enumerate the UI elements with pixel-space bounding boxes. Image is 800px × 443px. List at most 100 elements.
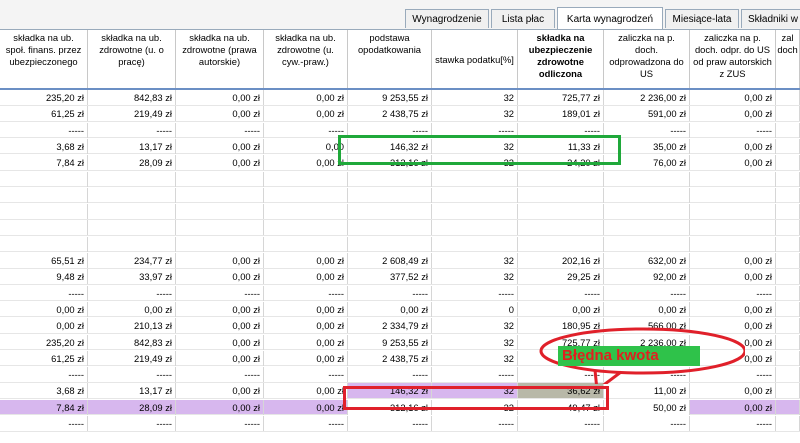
- table-cell[interactable]: -----: [0, 122, 88, 138]
- table-cell[interactable]: [690, 171, 776, 187]
- table-cell[interactable]: -----: [0, 285, 88, 301]
- table-cell[interactable]: -----: [264, 416, 348, 431]
- table-cell[interactable]: -----: [88, 367, 176, 383]
- table-cell[interactable]: 0,00 zł: [348, 301, 432, 317]
- table-cell[interactable]: [776, 269, 800, 285]
- table-cell[interactable]: 0,00 zł: [176, 383, 264, 399]
- tab-skladniki[interactable]: Składniki w: [741, 9, 800, 28]
- table-cell[interactable]: [690, 204, 776, 220]
- table-cell[interactable]: [348, 171, 432, 187]
- table-row[interactable]: 3,68 zł 13,17 zł 0,00 zł 0,00 146,32 zł 32 11,…: [0, 138, 800, 155]
- table-cell[interactable]: 312,16 zł: [348, 155, 432, 171]
- table-cell[interactable]: 50,00 zł: [604, 399, 690, 415]
- table-cell[interactable]: -----: [432, 285, 518, 301]
- table-cell[interactable]: 0,00 zł: [176, 138, 264, 154]
- table-cell[interactable]: 0,00 zł: [0, 301, 88, 317]
- table-cell[interactable]: 24,20 zł: [518, 155, 604, 171]
- table-cell[interactable]: -----: [604, 285, 690, 301]
- table-cell[interactable]: 0,00 zł: [690, 318, 776, 334]
- table-cell[interactable]: 842,83 zł: [88, 90, 176, 105]
- header-cell[interactable]: podstawa opodatkowania: [348, 30, 432, 88]
- table-cell[interactable]: [776, 416, 800, 431]
- table-cell[interactable]: [690, 187, 776, 203]
- tab-karta-wynagrodzen[interactable]: Karta wynagrodzeń: [557, 7, 663, 30]
- table-cell[interactable]: [776, 399, 800, 415]
- header-cell[interactable]: składka na ub. społ. finans. przez ubezp…: [0, 30, 88, 88]
- table-cell[interactable]: 32: [432, 269, 518, 285]
- table-cell[interactable]: 32: [432, 138, 518, 154]
- table-cell[interactable]: -----: [0, 416, 88, 431]
- table-cell[interactable]: [432, 171, 518, 187]
- table-cell[interactable]: [432, 220, 518, 236]
- table-cell[interactable]: [776, 220, 800, 236]
- table-cell[interactable]: [0, 171, 88, 187]
- table-cell[interactable]: 2 438,75 zł: [348, 106, 432, 122]
- header-cell[interactable]: zaliczka na p. doch. odprowadzona do US: [604, 30, 690, 88]
- table-cell[interactable]: 32: [432, 155, 518, 171]
- table-cell[interactable]: -----: [518, 416, 604, 431]
- table-cell[interactable]: 591,00 zł: [604, 106, 690, 122]
- table-cell[interactable]: -----: [432, 122, 518, 138]
- table-cell[interactable]: 0,00 zł: [604, 301, 690, 317]
- table-cell[interactable]: 0,00: [264, 138, 348, 154]
- table-cell[interactable]: 0,00 zł: [690, 138, 776, 154]
- table-cell[interactable]: [0, 204, 88, 220]
- table-cell[interactable]: 32: [432, 350, 518, 366]
- table-cell[interactable]: [264, 171, 348, 187]
- table-cell[interactable]: [176, 187, 264, 203]
- table-cell[interactable]: 0,00 zł: [690, 334, 776, 350]
- table-cell[interactable]: -----: [176, 285, 264, 301]
- table-cell[interactable]: -----: [264, 367, 348, 383]
- header-cell[interactable]: składka na ub. zdrowotne (u. o pracę): [88, 30, 176, 88]
- table-cell[interactable]: -----: [176, 122, 264, 138]
- table-cell[interactable]: 566,00 zł: [604, 318, 690, 334]
- table-cell[interactable]: 0,00 zł: [176, 334, 264, 350]
- table-cell[interactable]: [776, 122, 800, 138]
- table-row[interactable]: ----- ----- ----- ----- ----- ----- ----- -----…: [0, 416, 800, 432]
- table-cell[interactable]: 0,00 zł: [176, 155, 264, 171]
- table-cell[interactable]: -----: [690, 367, 776, 383]
- table-cell[interactable]: [0, 236, 88, 252]
- table-cell[interactable]: 0,00 zł: [176, 301, 264, 317]
- tab-miesiace-lata[interactable]: Miesiące-lata: [665, 9, 739, 28]
- table-cell[interactable]: 0,00 zł: [264, 318, 348, 334]
- table-cell[interactable]: 0,00 zł: [176, 350, 264, 366]
- table-cell[interactable]: 0,00 zł: [0, 318, 88, 334]
- table-cell[interactable]: [604, 236, 690, 252]
- table-cell[interactable]: [776, 171, 800, 187]
- table-cell[interactable]: 33,97 zł: [88, 269, 176, 285]
- table-cell[interactable]: 49,47 zł: [518, 399, 604, 415]
- table-row[interactable]: [0, 204, 800, 220]
- table-cell[interactable]: [176, 236, 264, 252]
- table-cell[interactable]: 0,00 zł: [264, 269, 348, 285]
- table-cell[interactable]: [348, 187, 432, 203]
- table-cell[interactable]: 61,25 zł: [0, 106, 88, 122]
- table-cell[interactable]: -----: [264, 285, 348, 301]
- table-cell[interactable]: 189,01 zł: [518, 106, 604, 122]
- table-cell[interactable]: 2 236,00 zł: [604, 90, 690, 105]
- table-cell[interactable]: 312,16 zł: [348, 399, 432, 415]
- table-cell[interactable]: 0,00 zł: [176, 318, 264, 334]
- table-cell[interactable]: -----: [176, 367, 264, 383]
- header-cell[interactable]: składka na ub. zdrowotne (u. cyw.-praw.): [264, 30, 348, 88]
- header-cell[interactable]: stawka podatku[%]: [432, 30, 518, 88]
- table-cell[interactable]: 0,00 zł: [264, 334, 348, 350]
- table-cell[interactable]: [776, 318, 800, 334]
- table-cell[interactable]: [348, 236, 432, 252]
- header-cell[interactable]: składka na ub. zdrowotne (prawa autorski…: [176, 30, 264, 88]
- table-cell[interactable]: 0,00 zł: [176, 269, 264, 285]
- table-cell[interactable]: [88, 171, 176, 187]
- table-cell[interactable]: [432, 187, 518, 203]
- table-cell[interactable]: [604, 220, 690, 236]
- table-cell[interactable]: 0,00 zł: [264, 399, 348, 415]
- table-cell[interactable]: 2 334,79 zł: [348, 318, 432, 334]
- table-cell[interactable]: [88, 204, 176, 220]
- table-cell[interactable]: -----: [690, 416, 776, 431]
- table-cell[interactable]: [432, 236, 518, 252]
- table-row[interactable]: ----- ----- ----- ----- ----- ----- ----- -----…: [0, 285, 800, 302]
- table-cell[interactable]: -----: [518, 367, 604, 383]
- table-cell[interactable]: 0,00 zł: [176, 90, 264, 105]
- table-row[interactable]: 3,68 zł 13,17 zł 0,00 zł 0,00 zł 146,32 zł 32…: [0, 383, 800, 399]
- table-cell[interactable]: 61,25 zł: [0, 350, 88, 366]
- table-row[interactable]: [0, 171, 800, 187]
